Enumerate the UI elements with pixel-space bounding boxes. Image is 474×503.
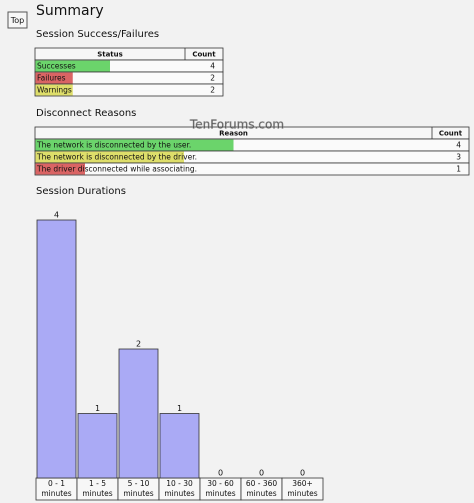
- section-title: Disconnect Reasons: [36, 108, 136, 119]
- proportion-bar: [35, 60, 110, 72]
- x-tick-label: minutes: [246, 489, 276, 498]
- x-tick-label: 360+: [292, 479, 313, 488]
- column-header: Status: [97, 51, 123, 59]
- bar: [77, 413, 118, 479]
- proportion-bar: [35, 72, 73, 84]
- value-label: 0: [218, 469, 223, 478]
- value-label: 2: [136, 340, 141, 349]
- row-label: The network is disconnected by the drive…: [36, 153, 197, 162]
- proportion-bar: [35, 163, 85, 175]
- x-tick-label: minutes: [164, 489, 194, 498]
- value-label: 0: [259, 469, 264, 478]
- x-tick-label: 0 - 1: [48, 479, 65, 488]
- bar: [118, 348, 159, 479]
- bar: [159, 413, 200, 479]
- watermark: TenForums.com: [189, 118, 284, 132]
- section-title: Session Success/Failures: [36, 29, 159, 40]
- top-button-label[interactable]: Top: [10, 16, 25, 25]
- x-tick-label: minutes: [205, 489, 235, 498]
- column-header: Count: [439, 130, 463, 138]
- top-button[interactable]: [7, 11, 28, 29]
- row-count: 4: [456, 141, 461, 150]
- row-count: 3: [456, 153, 461, 162]
- section-title: Session Durations: [36, 186, 126, 197]
- row-label: Failures: [37, 74, 66, 83]
- x-tick-label: 1 - 5: [89, 479, 106, 488]
- x-tick-label: minutes: [123, 489, 153, 498]
- proportion-bar: [35, 151, 184, 163]
- row-count: 2: [210, 86, 215, 95]
- page-title: Summary: [36, 3, 104, 19]
- category-cell: [281, 477, 324, 501]
- table-row: [34, 162, 470, 176]
- proportion-bar: [35, 84, 73, 96]
- value-label: 1: [95, 404, 100, 413]
- row-label: The driver disconnected while associatin…: [36, 165, 197, 174]
- column-header: Count: [192, 51, 216, 59]
- row-label: Warnings: [37, 86, 72, 95]
- value-label: 0: [300, 469, 305, 478]
- x-tick-label: minutes: [41, 489, 71, 498]
- value-label: 4: [54, 211, 59, 220]
- proportion-bar: [35, 139, 234, 151]
- row-count: 1: [456, 165, 461, 174]
- x-tick-label: minutes: [287, 489, 317, 498]
- value-label: 1: [177, 404, 182, 413]
- x-tick-label: 5 - 10: [128, 479, 150, 488]
- table-row: [34, 83, 224, 97]
- x-tick-label: 30 - 60: [207, 479, 234, 488]
- x-tick-label: 60 - 360: [246, 479, 278, 488]
- row-count: 2: [210, 74, 215, 83]
- x-tick-label: minutes: [82, 489, 112, 498]
- row-count: 4: [210, 62, 215, 71]
- bar: [36, 219, 77, 479]
- column-header: Reason: [219, 130, 248, 138]
- row-label: Successes: [37, 62, 76, 71]
- row-label: The network is disconnected by the user.: [36, 141, 191, 150]
- x-tick-label: 10 - 30: [166, 479, 193, 488]
